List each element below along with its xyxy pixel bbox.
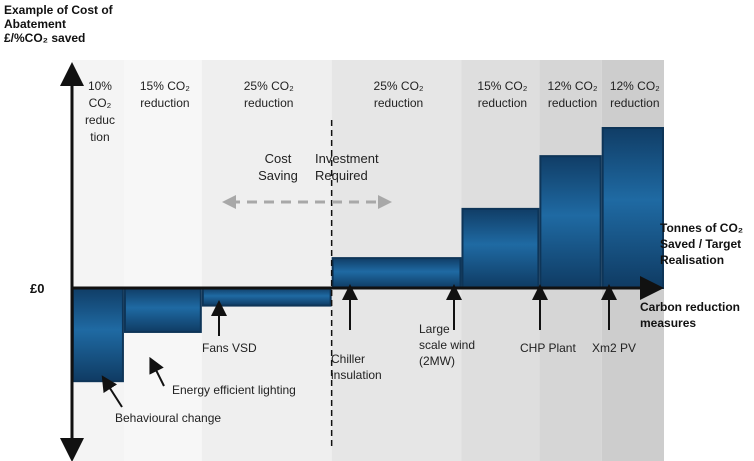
measure-label-4-line: insulation xyxy=(331,368,382,382)
y-axis-title: Example of Cost of Abatement £/%CO₂ saved xyxy=(4,3,114,45)
measure-label-5-line: (2MW) xyxy=(419,354,455,368)
investment-required-label: Investment Required xyxy=(315,151,379,183)
band-label-1-line: tion xyxy=(90,130,109,144)
band-label-3: 25% CO₂ reduction xyxy=(244,79,294,110)
measure-label-7: Xm2 PV xyxy=(592,341,636,355)
bar-large-scale-wind-2mw- xyxy=(461,207,540,289)
y-axis-title-line: Abatement xyxy=(4,17,66,31)
arrow-left-icon xyxy=(222,195,236,209)
cost-saving-label-line: Cost xyxy=(265,151,292,166)
band-label-6: 12% CO₂ reduction xyxy=(548,79,598,110)
x-axis-title-lower: Carbon reduction measures xyxy=(640,300,740,330)
measure-label-5-line: Large xyxy=(419,322,450,336)
band-label-5: 15% CO₂ reduction xyxy=(477,79,527,110)
measure-label-7-line: Xm2 PV xyxy=(592,341,636,355)
measure-label-2: Energy efficient lighting xyxy=(172,383,296,397)
band-label-1: 10% CO₂ reduc tion xyxy=(85,79,115,144)
measure-label-4: Chiller insulation xyxy=(331,352,382,382)
band-label-7: 12% CO₂ reduction xyxy=(610,79,660,110)
band-label-3-line: 25% CO₂ xyxy=(244,79,294,93)
band-label-4-line: 25% CO₂ xyxy=(374,79,424,93)
band-label-5-line: 15% CO₂ xyxy=(477,79,527,93)
x-axis-title-lower-line: Carbon reduction xyxy=(640,300,740,314)
investment-required-label-line: Required xyxy=(315,168,368,183)
measure-label-3: Fans VSD xyxy=(202,341,257,355)
measure-label-3-line: Fans VSD xyxy=(202,341,257,355)
measure-label-5-line: scale wind xyxy=(419,338,475,352)
measure-label-6-line: CHP Plant xyxy=(520,341,576,355)
bar-fans-vsd xyxy=(201,287,332,307)
cost-saving-label: Cost Saving xyxy=(258,151,298,183)
measure-label-6: CHP Plant xyxy=(520,341,576,355)
band-label-6-line: reduction xyxy=(548,96,597,110)
band-1 xyxy=(72,60,124,461)
x-axis-title-upper-line: Tonnes of CO₂ xyxy=(660,221,743,235)
pointer-arrow-2 xyxy=(149,356,165,387)
y-axis-title-line: £/%CO₂ saved xyxy=(4,31,85,45)
band-label-6-line: 12% CO₂ xyxy=(548,79,598,93)
bar-behavioural-change xyxy=(72,287,124,383)
bar-xm2-pv xyxy=(601,127,664,289)
band-3 xyxy=(201,60,332,461)
band-label-1-line: CO₂ xyxy=(89,96,112,110)
band-label-3-line: reduction xyxy=(244,96,293,110)
band-label-5-line: reduction xyxy=(478,96,527,110)
x-axis-title-lower-line: measures xyxy=(640,316,696,330)
measure-label-2-line: Energy efficient lighting xyxy=(172,383,296,397)
x-axis-title-upper: Tonnes of CO₂ Saved / Target Realisation xyxy=(660,221,743,267)
band-label-2: 15% CO₂ reduction xyxy=(140,79,190,110)
measure-label-4-line: Chiller xyxy=(331,352,365,366)
arrow-right-icon xyxy=(378,195,392,209)
band-2 xyxy=(123,60,202,461)
pointer-arrow-1 xyxy=(101,375,123,408)
axes xyxy=(60,62,664,461)
measure-label-1: Behavioural change xyxy=(115,411,221,425)
band-label-4: 25% CO₂ reduction xyxy=(374,79,424,110)
band-label-4-line: reduction xyxy=(374,96,423,110)
band-label-2-line: reduction xyxy=(140,96,189,110)
measure-label-5: Large scale wind (2MW) xyxy=(419,322,475,368)
band-label-1-line: reduc xyxy=(85,113,115,127)
measure-label-1-line: Behavioural change xyxy=(115,411,221,425)
bar-chiller-insulation xyxy=(331,257,462,290)
band-label-2-line: 15% CO₂ xyxy=(140,79,190,93)
bar-chp-plant xyxy=(539,155,602,289)
y-axis-title-line: Example of Cost of xyxy=(4,3,114,17)
band-label-7-line: 12% CO₂ xyxy=(610,79,660,93)
cost-saving-label-line: Saving xyxy=(258,168,298,183)
band-label-1-line: 10% xyxy=(88,79,112,93)
band-label-7-line: reduction xyxy=(610,96,659,110)
bars xyxy=(72,127,664,383)
bar-energy-efficient-lighting xyxy=(123,287,202,333)
x-axis-title-upper-line: Saved / Target xyxy=(660,237,741,251)
zero-label: £0 xyxy=(30,281,44,296)
x-axis-title-upper-line: Realisation xyxy=(660,253,724,267)
investment-required-label-line: Investment xyxy=(315,151,379,166)
